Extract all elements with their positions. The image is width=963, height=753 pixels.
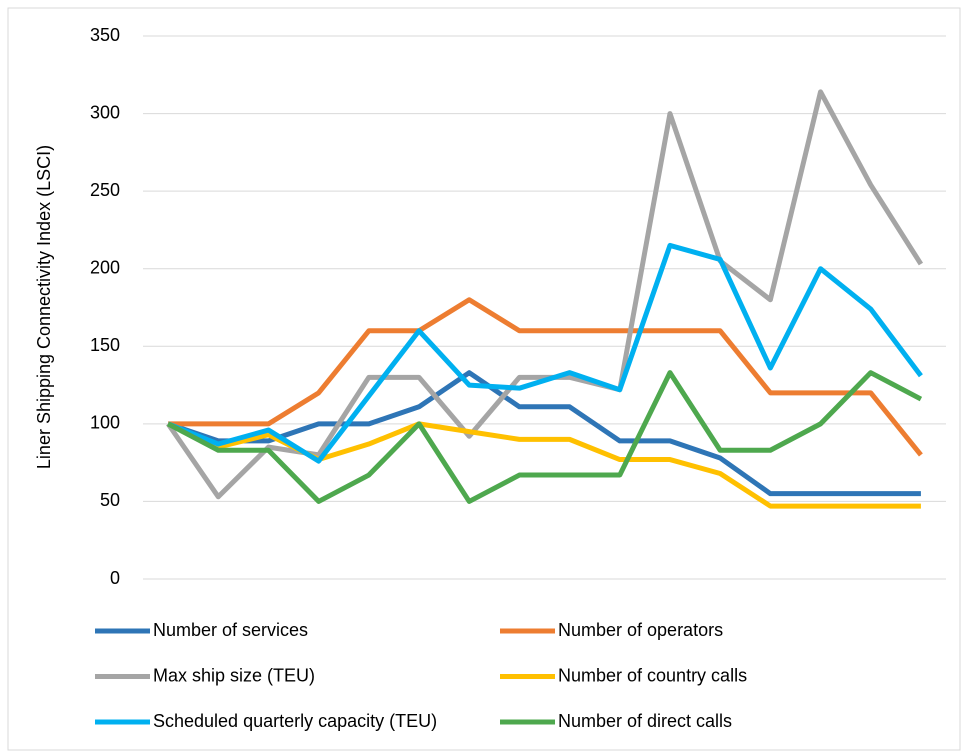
legend-label: Number of country calls: [558, 665, 747, 685]
legend-label: Max ship size (TEU): [153, 665, 315, 685]
chart-frame: [7, 7, 961, 751]
y-tick-label: 50: [100, 490, 120, 510]
legend-label: Number of direct calls: [558, 711, 732, 731]
series-line: [168, 297, 923, 457]
y-tick-label: 350: [90, 25, 120, 45]
series-line: [166, 89, 924, 500]
legend-label: Number of services: [153, 620, 308, 640]
series-line: [166, 370, 923, 504]
y-tick-label: 300: [90, 102, 120, 122]
y-tick-label: 100: [90, 413, 120, 433]
series-line: [167, 370, 921, 497]
legend-label: Number of operators: [558, 620, 723, 640]
y-tick-label: 150: [90, 335, 120, 355]
y-axis-label: Liner Shipping Connectivity Index (LSCI): [34, 145, 54, 469]
series-line: [167, 242, 923, 464]
legend-label: Scheduled quarterly capacity (TEU): [153, 711, 437, 731]
y-tick-label: 200: [90, 257, 120, 277]
y-tick-label: 0: [110, 568, 120, 588]
y-tick-label: 250: [90, 180, 120, 200]
